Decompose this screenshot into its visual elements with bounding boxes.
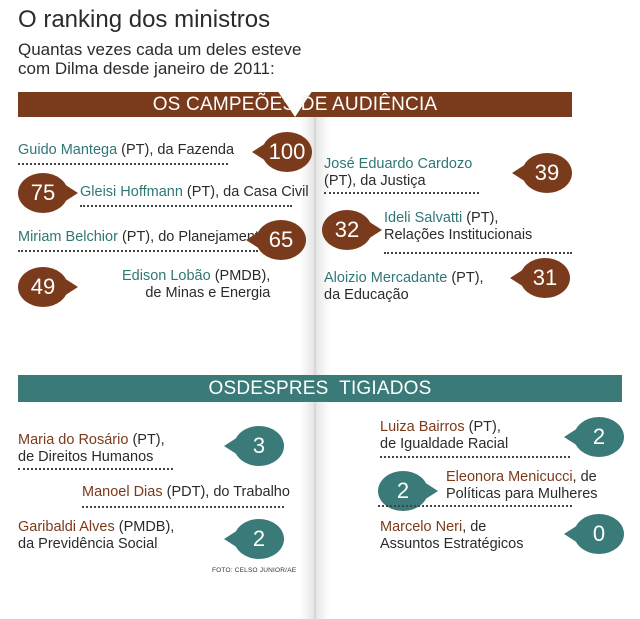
minister-name: Guido Mantega [18, 142, 118, 158]
count-badge-edison-lobao: 49 [18, 267, 78, 307]
minister-name: Aloizio Mercadante [324, 270, 448, 286]
entry-line-1: Marcelo Neri, de [380, 519, 523, 536]
entry-line-1: Ideli Salvatti (PT), [384, 210, 532, 227]
minister-ministry: de Direitos Humanos [18, 449, 154, 465]
minister-party: , de [572, 469, 597, 485]
entry-aloizio-mercadante: Aloizio Mercadante (PT), da Educação [324, 270, 484, 304]
count-badge-jose-eduardo-cardozo: 39 [512, 153, 572, 193]
count-badge-marcelo-neri: 0 [564, 514, 624, 554]
minister-party: (PMDB), [114, 519, 175, 535]
dotted-divider [80, 205, 292, 207]
count-badge-aloizio-mercadante: 31 [510, 258, 570, 298]
entry-ideli-salvatti: Ideli Salvatti (PT), Relações Institucion… [384, 210, 532, 244]
entry-luiza-bairros: Luiza Bairros (PT), de Igualdade Racial [380, 419, 508, 453]
entry-garibaldi-alves: Garibaldi Alves (PMDB), da Previdência So… [18, 519, 174, 553]
entry-marcelo-neri: Marcelo Neri, de Assuntos Estratégicos [380, 519, 523, 553]
minister-name: José Eduardo Cardozo [324, 156, 473, 172]
entry-edison-lobao: Edison Lobão (PMDB), de Minas e Energia [122, 268, 270, 302]
minister-party: (PT), [462, 210, 499, 226]
minister-ministry: Políticas para Mulheres [446, 486, 598, 502]
minister-ministry: (PT), da Justiça [324, 173, 426, 189]
dotted-divider [324, 192, 479, 194]
dotted-divider [82, 506, 284, 508]
count-badge-luiza-bairros: 2 [564, 417, 624, 457]
minister-ministry: de Igualdade Racial [380, 436, 509, 452]
minister-name: Miriam Belchior [18, 229, 118, 245]
minister-party: (PT), [464, 419, 501, 435]
entry-line-1: Miriam Belchior (PT), do Planejamento [18, 229, 267, 246]
minister-name: Eleonora Menicucci [446, 469, 573, 485]
minister-name: Gleisi Hoffmann [80, 184, 183, 200]
subtitle-line-2: com Dilma desde janeiro de 2011: [18, 59, 275, 78]
minister-party: (PT), [447, 270, 484, 286]
dotted-divider [380, 456, 570, 458]
minister-ministry: Relações Institucionais [384, 227, 533, 243]
minister-ministry: Assuntos Estratégicos [380, 536, 524, 552]
photo-credit: FOTO: CELSO JUNIOR/AE [212, 567, 297, 574]
dotted-divider [378, 505, 572, 507]
entry-line-1: Edison Lobão (PMDB), [122, 268, 270, 285]
minister-party: (PT), da Fazenda [117, 142, 235, 158]
banner-desprestigiados: OSDESPRES TIGIADOS [18, 375, 622, 402]
dotted-divider [18, 163, 228, 165]
minister-party: (PMDB), [210, 268, 271, 284]
entry-manoel-dias: Manoel Dias (PDT), do Trabalho [82, 484, 290, 501]
dotted-divider [384, 252, 572, 254]
entry-line-1: Garibaldi Alves (PMDB), [18, 519, 174, 536]
minister-name: Luiza Bairros [380, 419, 465, 435]
minister-party: , de [462, 519, 487, 535]
minister-name: Marcelo Neri [380, 519, 463, 535]
entry-line-1: Maria do Rosário (PT), [18, 432, 165, 449]
dotted-divider [18, 468, 173, 470]
count-badge-eleonora-menicucci: 2 [378, 471, 438, 511]
count-badge-miriam-belchior: 65 [246, 220, 306, 260]
minister-party: (PT), da Casa Civil [182, 184, 309, 200]
entry-jose-eduardo-cardozo: José Eduardo Cardozo (PT), da Justiça [324, 156, 472, 190]
entry-line-1: Manoel Dias (PDT), do Trabalho [82, 484, 290, 501]
count-badge-maria-do-rosario: 3 [224, 426, 284, 466]
count-badge-ideli-salvatti: 32 [322, 210, 382, 250]
minister-name: Edison Lobão [122, 268, 211, 284]
entry-guido-mantega: Guido Mantega (PT), da Fazenda [18, 142, 234, 159]
minister-party: (PT), [128, 432, 165, 448]
minister-ministry: da Educação [324, 287, 409, 303]
entry-eleonora-menicucci: Eleonora Menicucci, de Políticas para Mul… [446, 469, 598, 503]
dotted-divider [18, 250, 258, 252]
entry-line-1: Eleonora Menicucci, de [446, 469, 598, 486]
count-badge-guido-mantega: 100 [252, 132, 312, 172]
chart-title: O ranking dos ministros [18, 6, 271, 33]
count-badge-gleisi-hoffmann: 75 [18, 173, 78, 213]
entry-line-1: José Eduardo Cardozo [324, 156, 472, 173]
entry-line-1: Luiza Bairros (PT), [380, 419, 508, 436]
entry-line-1: Aloizio Mercadante (PT), [324, 270, 484, 287]
entry-line-1: Guido Mantega (PT), da Fazenda [18, 142, 234, 159]
banner-campeoes: OS CAMPEÕES DE AUDIÊNCIA [18, 92, 572, 117]
minister-party: (PT), do Planejamento [117, 229, 268, 245]
minister-name: Ideli Salvatti [384, 210, 463, 226]
entry-gleisi-hoffmann: Gleisi Hoffmann (PT), da Casa Civil [80, 184, 309, 201]
subtitle-line-1: Quantas vezes cada um deles esteve [18, 40, 302, 59]
minister-party: (PDT), do Trabalho [162, 484, 290, 500]
minister-ministry: de Minas e Energia [145, 285, 271, 301]
minister-name: Manoel Dias [82, 484, 163, 500]
chart-subtitle: Quantas vezes cada um deles esteve com D… [18, 40, 302, 78]
entry-line-1: Gleisi Hoffmann (PT), da Casa Civil [80, 184, 309, 201]
page-fold [300, 95, 330, 619]
count-badge-garibaldi-alves: 2 [224, 519, 284, 559]
entry-maria-do-rosario: Maria do Rosário (PT), de Direitos Humano… [18, 432, 165, 466]
minister-ministry: da Previdência Social [18, 536, 158, 552]
minister-name: Maria do Rosário [18, 432, 129, 448]
entry-miriam-belchior: Miriam Belchior (PT), do Planejamento [18, 229, 267, 246]
minister-name: Garibaldi Alves [18, 519, 115, 535]
